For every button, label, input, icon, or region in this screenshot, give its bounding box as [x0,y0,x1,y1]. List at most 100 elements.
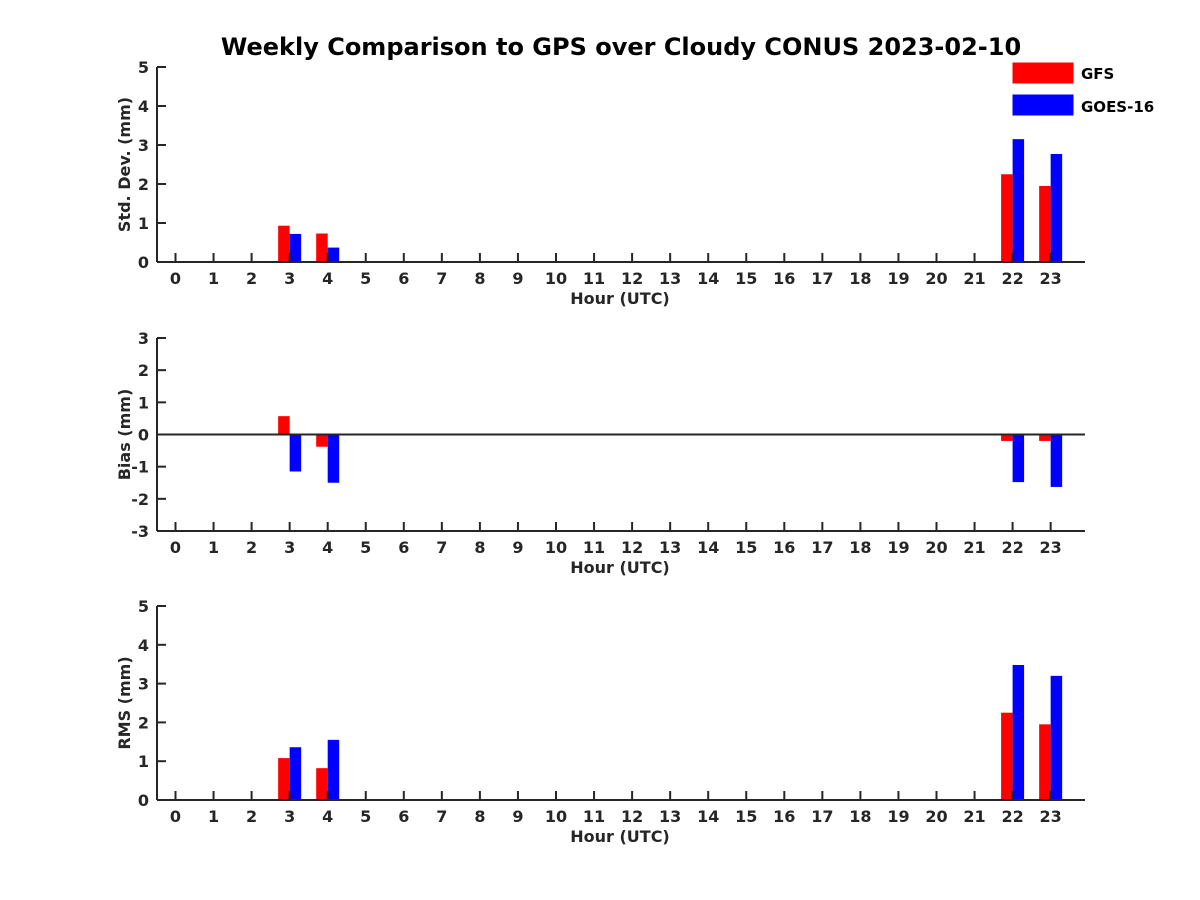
rms-bar-gfs-hour-3 [278,758,290,800]
std-dev-bar-gfs-hour-23 [1039,185,1051,262]
rms-x-tick-label: 17 [811,807,833,826]
std-dev-x-tick-label: 19 [887,269,909,288]
bias-x-tick-label: 13 [659,538,681,557]
rms-y-tick-label: 1 [138,752,149,771]
rms-bar-gfs-hour-4 [316,768,328,800]
rms-x-tick-label: 20 [925,807,947,826]
std-dev-x-tick-label: 22 [1001,269,1023,288]
bias-x-tick-label: 20 [925,538,947,557]
bias-x-tick-label: 8 [474,538,485,557]
legend: GFS GOES-16 [1011,61,1154,117]
legend-swatch-goes16 [1011,93,1075,117]
bias-x-tick-label: 21 [963,538,985,557]
std-dev-x-tick-label: 7 [436,269,447,288]
bias-x-tick-label: 2 [246,538,257,557]
rms-bar-gfs-hour-23 [1039,724,1051,800]
std-dev-x-tick-label: 10 [545,269,567,288]
std-dev-y-tick-label: 5 [138,58,149,77]
bias-x-tick-label: 15 [735,538,757,557]
bias-x-tick-label: 18 [849,538,871,557]
bias-x-tick-label: 14 [697,538,719,557]
std-dev-x-tick-label: 3 [284,269,295,288]
std-dev-bar-goes16-hour-3 [289,233,302,262]
bias-x-tick-label: 11 [583,538,605,557]
rms-x-tick-label: 1 [208,807,219,826]
std-dev-x-tick-label: 11 [583,269,605,288]
bias-x-tick-label: 1 [208,538,219,557]
rms-x-tick-label: 8 [474,807,485,826]
std-dev-x-tick-label: 15 [735,269,757,288]
bias-x-tick-label: 3 [284,538,295,557]
std-dev-x-axis-label: Hour (UTC) [570,289,670,308]
legend-label-gfs: GFS [1081,65,1114,83]
bias-bar-goes16-hour-23 [1050,434,1063,487]
rms-bar-goes16-hour-4 [327,739,340,800]
bias-y-tick-label: -1 [131,458,149,477]
rms-x-tick-label: 12 [621,807,643,826]
bias-bar-goes16-hour-4 [327,434,340,483]
figure-title: Weekly Comparison to GPS over Cloudy CON… [221,33,1021,61]
rms-x-tick-label: 21 [963,807,985,826]
rms-y-tick-label: 2 [138,713,149,732]
bias-x-tick-label: 16 [773,538,795,557]
rms-x-tick-label: 2 [246,807,257,826]
rms-y-axis-label: RMS (mm) [115,656,134,749]
std-dev-x-tick-label: 16 [773,269,795,288]
rms-x-tick-label: 9 [512,807,523,826]
bias-y-tick-label: 2 [138,361,149,380]
rms-x-tick-label: 19 [887,807,909,826]
std-dev-bar-gfs-hour-22 [1001,174,1013,262]
std-dev-x-tick-label: 17 [811,269,833,288]
bias-y-tick-label: -3 [131,522,149,541]
rms-x-axis-label: Hour (UTC) [570,827,670,846]
std-dev-x-tick-label: 0 [170,269,181,288]
std-dev-x-tick-label: 18 [849,269,871,288]
bias-bar-gfs-hour-4 [316,434,328,447]
std-dev-x-tick-label: 14 [697,269,719,288]
std-dev-bar-goes16-hour-23 [1050,153,1063,262]
std-dev-bar-goes16-hour-4 [327,247,340,262]
bias-x-tick-label: 22 [1001,538,1023,557]
bias-x-tick-label: 17 [811,538,833,557]
legend-swatch-gfs [1011,61,1075,85]
rms-x-tick-label: 11 [583,807,605,826]
std-dev-y-tick-label: 3 [138,136,149,155]
rms-y-tick-label: 5 [138,597,149,616]
std-dev-y-tick-label: 1 [138,214,149,233]
rms-x-tick-label: 16 [773,807,795,826]
std-dev-x-tick-label: 2 [246,269,257,288]
rms-x-tick-label: 4 [322,807,333,826]
bias-x-tick-label: 0 [170,538,181,557]
std-dev-x-tick-label: 21 [963,269,985,288]
rms-x-tick-label: 10 [545,807,567,826]
bias-y-tick-label: -2 [131,490,149,509]
bias-x-tick-label: 6 [398,538,409,557]
rms-bar-goes16-hour-23 [1050,675,1063,800]
bias-x-tick-label: 9 [512,538,523,557]
rms-x-tick-label: 3 [284,807,295,826]
bias-x-tick-label: 4 [322,538,333,557]
bias-x-tick-label: 10 [545,538,567,557]
bias-x-tick-label: 12 [621,538,643,557]
std-dev-x-tick-label: 20 [925,269,947,288]
rms-x-tick-label: 18 [849,807,871,826]
rms-x-tick-label: 23 [1040,807,1062,826]
rms-bar-gfs-hour-22 [1001,712,1013,800]
std-dev-x-tick-label: 13 [659,269,681,288]
std-dev-y-tick-label: 2 [138,175,149,194]
std-dev-x-tick-label: 23 [1040,269,1062,288]
rms-x-tick-label: 0 [170,807,181,826]
rms-x-tick-label: 7 [436,807,447,826]
rms-x-tick-label: 22 [1001,807,1023,826]
bias-y-tick-label: 3 [138,329,149,348]
bias-x-tick-label: 23 [1040,538,1062,557]
bias-y-tick-label: 0 [138,426,149,445]
std-dev-x-tick-label: 4 [322,269,333,288]
bias-bar-goes16-hour-22 [1012,434,1025,483]
std-dev-x-tick-label: 5 [360,269,371,288]
std-dev-x-tick-label: 8 [474,269,485,288]
rms-y-tick-label: 0 [138,791,149,810]
bias-bar-gfs-hour-22 [1001,434,1013,441]
